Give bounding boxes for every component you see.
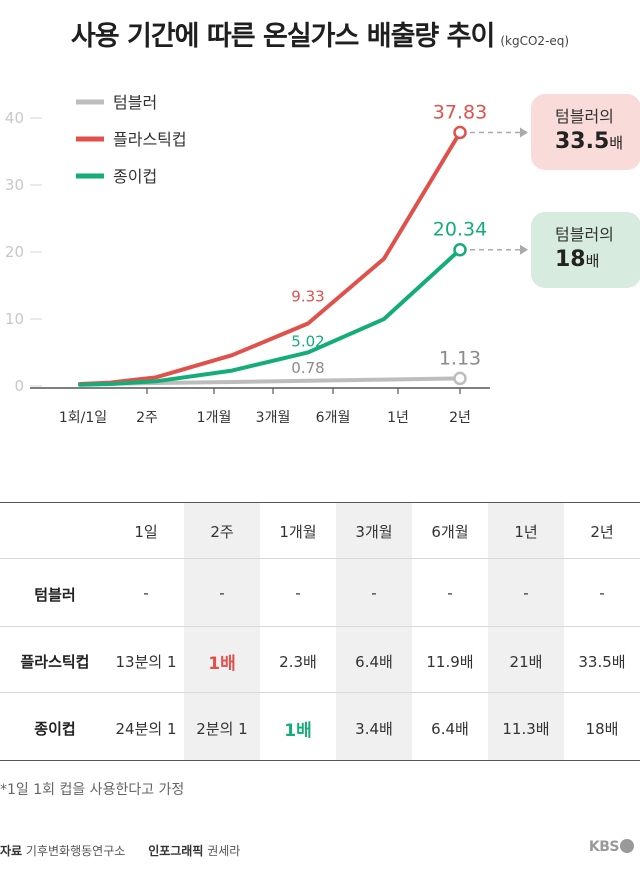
table-divider <box>0 626 640 627</box>
x-tick-label: 3개월 <box>256 410 291 426</box>
table-cell: 11.3배 <box>502 720 550 738</box>
table-cell: - <box>447 584 453 602</box>
line-chart: 0 10 20 30 40 1회/1일 2주 1개월 3개월 6개월 1년 2년 0.78 1.13 9.3… <box>5 93 528 426</box>
data-label: 20.34 <box>433 219 487 241</box>
series-end-point <box>453 371 467 386</box>
legend-label: 텀블러 <box>113 93 157 112</box>
table-divider <box>0 558 640 559</box>
y-tick-label: 0 <box>14 377 24 395</box>
table-header-cell: 1일 <box>134 523 158 541</box>
column-shade <box>488 502 564 760</box>
y-tick-label: 30 <box>5 176 24 194</box>
table-cell: 2.3배 <box>279 653 317 671</box>
y-tick-label: 10 <box>5 310 24 328</box>
footnote: *1일 1회 컵을 사용한다고 가정 <box>0 782 185 798</box>
table-cell: - <box>295 584 301 602</box>
table-cell: 3.4배 <box>355 720 393 738</box>
table-cell: - <box>219 584 225 602</box>
y-tick-label: 20 <box>5 243 24 261</box>
footer: 자료 기후변화행동연구소 인포그래픽 권세라 KBS <box>0 839 640 866</box>
table-cell: 11.9배 <box>426 653 474 671</box>
source-block: 자료 기후변화행동연구소 <box>0 844 126 858</box>
table-bottom-border <box>0 760 640 761</box>
callout-plastic: 텀블러의 33.5배 <box>531 94 640 170</box>
table-row-label: 텀블러 <box>34 586 76 604</box>
series-end-point <box>453 242 467 257</box>
unit-label: (kgCO2-eq) <box>500 34 570 48</box>
leader-arrow-icon <box>520 244 528 255</box>
table-header-cell: 6개월 <box>431 523 469 541</box>
title-block: 사용 기간에 따른 온실가스 배출량 추이 (kgCO2-eq) <box>0 14 640 53</box>
callout-plastic-value: 33.5배 <box>555 129 624 154</box>
table-cell: 33.5배 <box>578 653 626 671</box>
table-header-cell: 1개월 <box>279 523 317 541</box>
data-label: 5.02 <box>291 332 324 350</box>
leader-arrow-icon <box>520 127 528 138</box>
column-shade <box>184 502 260 760</box>
table-cell: 18배 <box>585 720 619 738</box>
data-label: 37.83 <box>433 102 487 124</box>
table-cell: - <box>523 584 529 602</box>
x-tick-label: 6개월 <box>316 410 351 426</box>
table-cell: 24분의 1 <box>115 720 177 738</box>
table-header-cell: 3개월 <box>355 523 393 541</box>
kbs-logo: KBS <box>589 839 634 855</box>
table-cell: 6.4배 <box>355 653 393 671</box>
table-cell: 13분의 1 <box>115 653 177 671</box>
table-header-cell: 2년 <box>590 523 614 541</box>
table-cell: 6.4배 <box>431 720 469 738</box>
table-cell: 1배 <box>208 654 236 674</box>
column-shade <box>336 502 412 760</box>
x-tick-label: 1회/1일 <box>59 410 107 426</box>
y-tick-label: 40 <box>5 109 24 127</box>
table-header-cell: 1년 <box>514 523 538 541</box>
table-cell: 1배 <box>284 721 312 741</box>
data-label: 9.33 <box>291 287 324 305</box>
data-label: 0.78 <box>291 359 324 377</box>
table-header-cell: 2주 <box>210 523 234 541</box>
callout-paper-line1: 텀블러의 <box>555 225 614 244</box>
table-cell: - <box>143 584 149 602</box>
x-tick-label: 2년 <box>449 410 471 426</box>
table-cell: 21배 <box>509 653 543 671</box>
series-end-point <box>453 125 467 140</box>
kbs-logo-icon <box>620 839 634 853</box>
x-tick-label: 1개월 <box>197 410 232 426</box>
legend-label: 플라스틱컵 <box>113 130 187 149</box>
callout-paper: 텀블러의 18배 <box>531 212 640 288</box>
table-row-label: 종이컵 <box>34 720 76 738</box>
page-title: 사용 기간에 따른 온실가스 배출량 추이 <box>70 21 495 52</box>
series-line-3 <box>78 247 462 387</box>
table-cell: 2분의 1 <box>196 720 248 738</box>
data-label: 1.13 <box>439 347 481 369</box>
table-cell: - <box>599 584 605 602</box>
table-top-border <box>0 502 640 503</box>
callout-paper-value: 18배 <box>555 247 600 272</box>
x-tick-label: 2주 <box>136 410 158 426</box>
callout-plastic-line1: 텀블러의 <box>555 107 614 126</box>
table-row-label: 플라스틱컵 <box>20 653 90 671</box>
x-tick-label: 1년 <box>387 410 409 426</box>
credit-block: 인포그래픽 권세라 <box>148 844 241 858</box>
table-cell: - <box>371 584 377 602</box>
legend-label: 종이컵 <box>113 167 157 186</box>
table-divider <box>0 692 640 693</box>
